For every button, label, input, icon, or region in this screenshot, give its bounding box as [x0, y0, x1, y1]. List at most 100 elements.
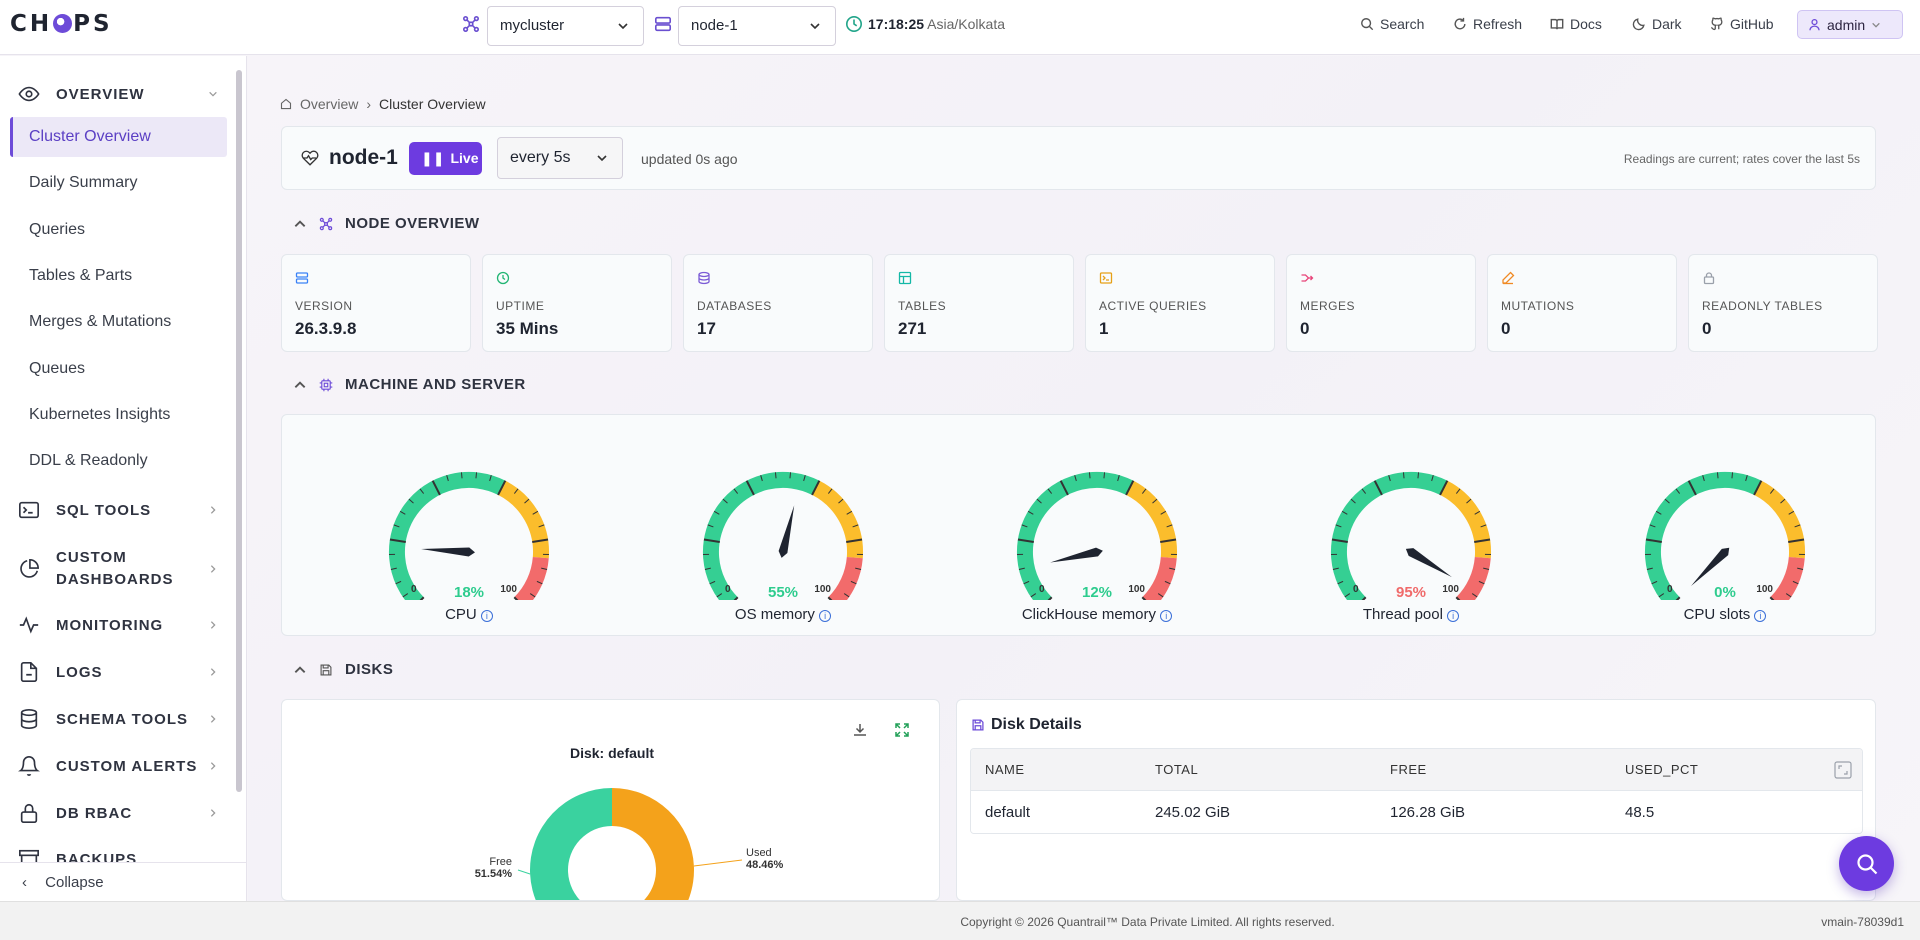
gauge-tick — [733, 488, 739, 494]
table-row[interactable]: default 245.02 GiB 126.28 GiB 48.5 — [971, 791, 1862, 833]
gauge-tick — [1769, 488, 1775, 494]
info-icon[interactable]: i — [480, 610, 493, 622]
theme-toggle[interactable]: Dark — [1632, 16, 1682, 32]
fullscreen-icon[interactable] — [1834, 761, 1852, 779]
gauge-band — [388, 471, 506, 600]
stat-label: READONLY TABLES — [1702, 299, 1823, 313]
stat-value: 35 Mins — [496, 319, 559, 338]
gauge-tick — [1021, 524, 1028, 528]
breadcrumb-root[interactable]: Overview — [300, 96, 359, 112]
chevron-down-icon — [209, 91, 217, 97]
gauge-tick — [1664, 498, 1670, 504]
col-used-pct[interactable]: USED_PCT — [1625, 762, 1699, 777]
donut-slice-free[interactable] — [530, 788, 620, 901]
gauge-tick — [1402, 472, 1405, 479]
lock-icon — [1703, 272, 1715, 285]
sidebar-scrollbar[interactable] — [236, 70, 242, 792]
gauge-tick — [1651, 580, 1658, 585]
col-total[interactable]: TOTAL — [1155, 762, 1199, 777]
sidebar-item-tables-parts[interactable]: Tables & Parts — [29, 267, 133, 284]
sidebar-item-daily-summary[interactable]: Daily Summary — [29, 174, 138, 191]
gauge-tick — [1792, 580, 1799, 585]
sidebar-section-label: SQL TOOLS — [56, 501, 152, 519]
gauge-tick — [703, 538, 720, 543]
refresh-label: Refresh — [1473, 16, 1523, 32]
gauge-tick — [827, 488, 833, 494]
disk-chart-card: Disk: default Free 51.54% Used 48.46% — [281, 699, 940, 901]
gauge-tick — [1023, 580, 1030, 585]
gauge-tick — [709, 580, 716, 585]
gauge-label: OS memory i — [683, 606, 883, 623]
sidebar-item-kubernetes-insights[interactable]: Kubernetes Insights — [29, 406, 171, 423]
search-fab-button[interactable] — [1839, 836, 1894, 891]
sidebar-section-db-rbac[interactable]: DB RBAC — [18, 802, 216, 824]
github-link[interactable]: GitHub — [1710, 16, 1774, 32]
gauge-needle — [778, 505, 795, 558]
col-free[interactable]: FREE — [1390, 762, 1427, 777]
app-logo[interactable]: CH PS — [10, 11, 113, 37]
gauge-tick — [1152, 498, 1158, 504]
gauge-min-label: 0 — [725, 584, 731, 595]
download-icon[interactable] — [852, 722, 868, 738]
sidebar-section-backups[interactable]: BACKUPS — [18, 848, 137, 862]
gauge-needle — [1691, 547, 1730, 586]
sidebar-section-custom-dashboards[interactable]: CUSTOM DASHBOARDS — [18, 547, 216, 591]
refresh-interval-select[interactable]: every 5s — [497, 137, 623, 179]
gauge-band — [497, 480, 550, 559]
gauge-tick — [745, 480, 755, 496]
docs-link[interactable]: Docs — [1550, 16, 1602, 32]
gauge-tick — [803, 475, 806, 482]
sidebar-item-ddl-readonly[interactable]: DDL & Readonly — [29, 452, 148, 469]
section-machine-server[interactable]: MACHINE AND SERVER — [293, 376, 526, 393]
cluster-icon — [462, 15, 480, 33]
refresh-button[interactable]: Refresh — [1453, 16, 1522, 32]
sidebar-section-custom-alerts[interactable]: CUSTOM ALERTS — [18, 755, 216, 777]
free-pct: 51.54% — [475, 868, 513, 880]
gauge-tick — [524, 498, 530, 504]
gauge-min-label: 0 — [1039, 584, 1045, 595]
info-icon[interactable]: i — [1160, 610, 1173, 622]
gauge-tick — [1646, 567, 1653, 570]
sidebar-section-sql-tools[interactable]: SQL TOOLS — [18, 499, 216, 521]
expand-icon[interactable] — [894, 722, 910, 738]
sidebar-section-overview[interactable]: OVERVIEW — [18, 83, 217, 105]
stat-card-mutations: MUTATIONS 0 — [1487, 254, 1677, 352]
chart-title: Disk: default — [570, 745, 654, 761]
section-node-overview[interactable]: NODE OVERVIEW — [293, 215, 480, 232]
footer: Copyright © 2026 Quantrail™ Data Private… — [0, 901, 1920, 940]
info-icon[interactable]: i — [1754, 610, 1767, 622]
chevron-right-icon — [210, 506, 216, 514]
user-menu[interactable]: admin — [1797, 10, 1903, 39]
gauge-tick — [529, 593, 536, 598]
sidebar-item-queries[interactable]: Queries — [29, 221, 86, 238]
section-disks[interactable]: DISKS — [293, 661, 393, 678]
search-button[interactable]: Search — [1360, 16, 1424, 32]
gauge-tick — [1047, 596, 1053, 600]
gauge-tick — [1125, 480, 1135, 496]
sidebar-item-merges-mutations[interactable]: Merges & Mutations — [29, 313, 172, 330]
search-icon — [1361, 18, 1374, 31]
section-label: MACHINE AND SERVER — [345, 376, 526, 393]
gauge-tick — [850, 580, 857, 585]
sidebar-item-queues[interactable]: Queues — [29, 360, 86, 377]
gauge-tick — [1474, 510, 1481, 515]
node-select[interactable]: node-1 — [678, 6, 836, 46]
collapse-button[interactable]: ‹ Collapse — [0, 862, 246, 901]
live-button[interactable]: ❚❚ Live — [409, 142, 482, 175]
gauge-label-text: OS memory — [734, 606, 815, 623]
cluster-select[interactable]: mycluster — [487, 6, 644, 46]
gauge-tick — [1388, 475, 1391, 482]
gauge-label: CPU slots i — [1625, 606, 1825, 623]
donut-slice-used[interactable] — [612, 788, 694, 901]
sidebar-section-logs[interactable]: LOGS — [18, 661, 216, 683]
sidebar-item-cluster-overview[interactable]: Cluster Overview — [29, 128, 151, 145]
info-icon[interactable]: i — [1447, 610, 1460, 622]
sidebar-section-schema-tools[interactable]: SCHEMA TOOLS — [18, 708, 216, 730]
gauge-tick — [538, 524, 545, 528]
sidebar-section-monitoring[interactable]: MONITORING — [18, 614, 216, 636]
gauge-tick — [1373, 480, 1383, 496]
chevron-right-icon — [210, 621, 216, 629]
col-name[interactable]: NAME — [985, 762, 1025, 777]
gauge-max-label: 100 — [1128, 584, 1145, 595]
info-icon[interactable]: i — [819, 610, 832, 622]
